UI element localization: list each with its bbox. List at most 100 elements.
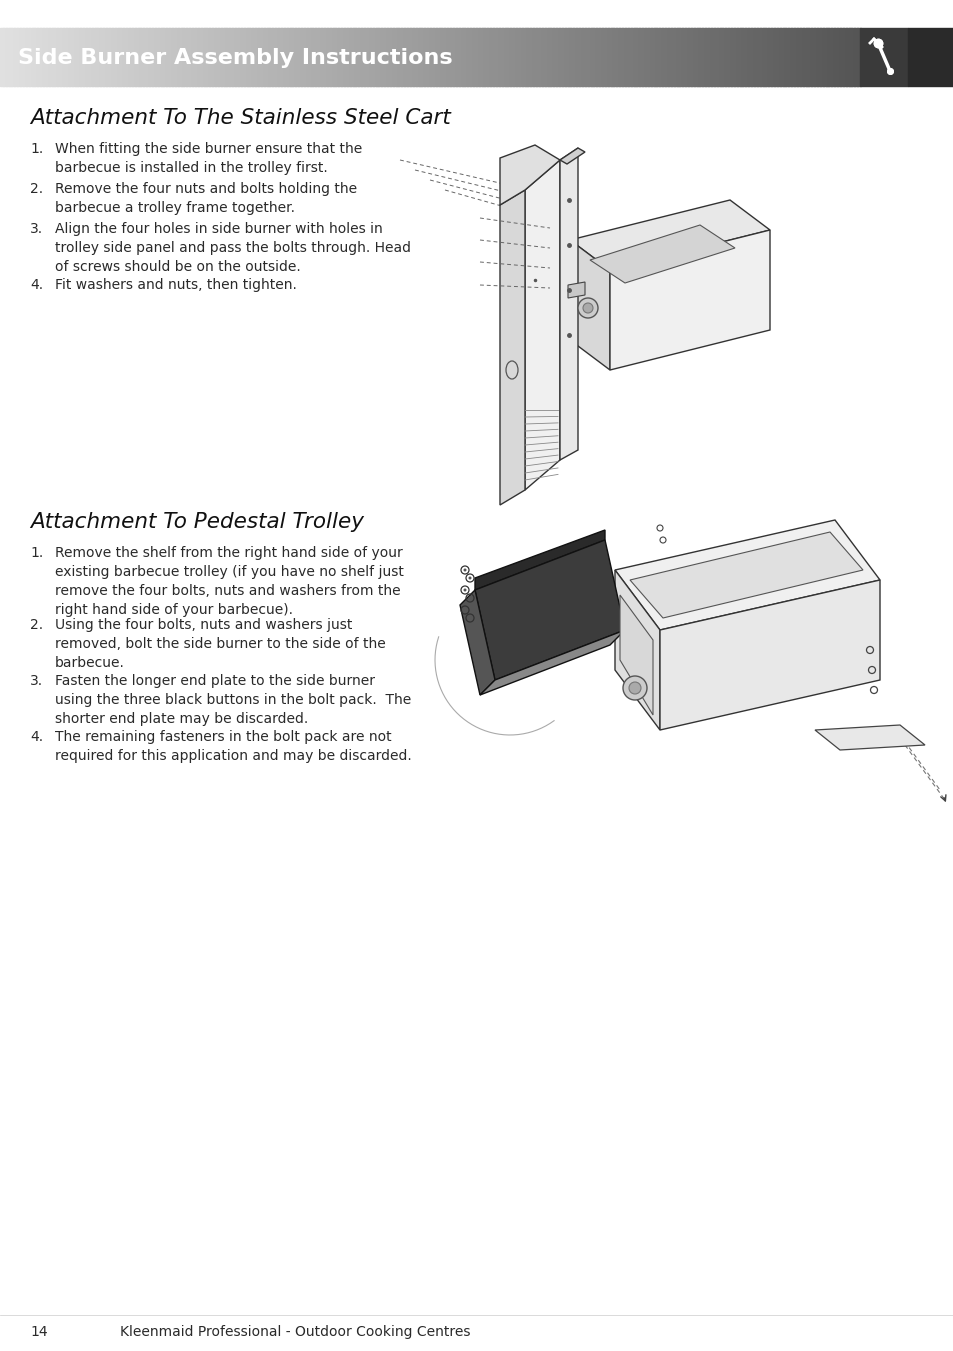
Bar bbox=[398, 28, 402, 86]
Bar bbox=[154, 28, 158, 86]
Bar bbox=[618, 28, 622, 86]
Bar bbox=[330, 28, 334, 86]
Bar bbox=[401, 28, 405, 86]
Polygon shape bbox=[567, 282, 584, 299]
Bar bbox=[112, 28, 115, 86]
Bar bbox=[194, 28, 198, 86]
Bar bbox=[338, 28, 342, 86]
Bar bbox=[607, 28, 611, 86]
Bar bbox=[174, 28, 178, 86]
Bar bbox=[237, 28, 241, 86]
Bar bbox=[335, 28, 339, 86]
Bar bbox=[590, 28, 594, 86]
Bar bbox=[134, 28, 138, 86]
Bar bbox=[183, 28, 187, 86]
Bar bbox=[381, 28, 385, 86]
Text: 2.: 2. bbox=[30, 182, 43, 196]
Bar bbox=[375, 28, 379, 86]
Bar bbox=[593, 28, 597, 86]
Bar bbox=[538, 28, 542, 86]
Bar bbox=[453, 28, 456, 86]
Bar bbox=[186, 28, 190, 86]
Bar bbox=[223, 28, 227, 86]
Bar bbox=[730, 28, 734, 86]
Bar bbox=[160, 28, 164, 86]
Bar bbox=[63, 28, 67, 86]
Bar bbox=[699, 28, 702, 86]
Bar bbox=[427, 28, 431, 86]
Bar bbox=[830, 28, 834, 86]
Bar bbox=[727, 28, 731, 86]
Bar bbox=[550, 28, 554, 86]
Bar bbox=[733, 28, 737, 86]
Bar bbox=[787, 28, 791, 86]
Bar bbox=[516, 28, 519, 86]
Bar bbox=[298, 28, 302, 86]
Bar bbox=[510, 28, 514, 86]
Bar bbox=[149, 28, 152, 86]
Bar bbox=[613, 28, 617, 86]
Bar bbox=[243, 28, 247, 86]
Bar bbox=[639, 28, 642, 86]
Bar bbox=[413, 28, 416, 86]
Bar bbox=[661, 28, 665, 86]
Bar bbox=[704, 28, 708, 86]
Text: 4.: 4. bbox=[30, 278, 43, 292]
Bar bbox=[212, 28, 215, 86]
Bar bbox=[716, 28, 720, 86]
Text: Attachment To The Stainless Steel Cart: Attachment To The Stainless Steel Cart bbox=[30, 108, 450, 128]
Bar bbox=[779, 28, 782, 86]
Bar bbox=[750, 28, 754, 86]
Bar bbox=[327, 28, 331, 86]
Bar bbox=[776, 28, 780, 86]
Bar bbox=[447, 28, 451, 86]
Bar bbox=[647, 28, 651, 86]
Bar bbox=[458, 28, 462, 86]
Bar bbox=[292, 28, 296, 86]
Bar bbox=[43, 28, 47, 86]
Polygon shape bbox=[524, 159, 559, 490]
Bar bbox=[49, 28, 52, 86]
Polygon shape bbox=[569, 200, 769, 270]
Bar bbox=[390, 28, 394, 86]
Bar bbox=[844, 28, 848, 86]
Bar bbox=[621, 28, 625, 86]
Bar bbox=[578, 28, 582, 86]
Bar bbox=[91, 28, 95, 86]
Bar bbox=[573, 28, 577, 86]
Bar bbox=[272, 28, 276, 86]
Bar bbox=[249, 28, 253, 86]
Bar bbox=[132, 28, 135, 86]
Bar bbox=[493, 28, 497, 86]
Bar bbox=[636, 28, 639, 86]
Bar bbox=[610, 28, 614, 86]
Bar bbox=[350, 28, 354, 86]
Bar bbox=[120, 28, 124, 86]
Bar bbox=[341, 28, 345, 86]
Bar bbox=[192, 28, 195, 86]
Bar bbox=[630, 28, 634, 86]
Bar bbox=[567, 28, 571, 86]
Text: Side Burner Assembly Instructions: Side Burner Assembly Instructions bbox=[18, 49, 452, 68]
Bar bbox=[461, 28, 465, 86]
Bar bbox=[653, 28, 657, 86]
Bar bbox=[670, 28, 674, 86]
Bar bbox=[280, 28, 285, 86]
Polygon shape bbox=[629, 532, 862, 617]
Polygon shape bbox=[559, 149, 578, 459]
Bar bbox=[410, 28, 414, 86]
Bar bbox=[355, 28, 359, 86]
Bar bbox=[324, 28, 328, 86]
Bar bbox=[295, 28, 299, 86]
Bar bbox=[384, 28, 388, 86]
Bar bbox=[289, 28, 294, 86]
Bar bbox=[378, 28, 382, 86]
Bar bbox=[501, 28, 505, 86]
Bar bbox=[679, 28, 682, 86]
Bar bbox=[430, 28, 434, 86]
Bar bbox=[556, 28, 559, 86]
Polygon shape bbox=[619, 594, 652, 715]
Bar bbox=[152, 28, 155, 86]
Bar bbox=[23, 28, 27, 86]
Bar bbox=[404, 28, 408, 86]
